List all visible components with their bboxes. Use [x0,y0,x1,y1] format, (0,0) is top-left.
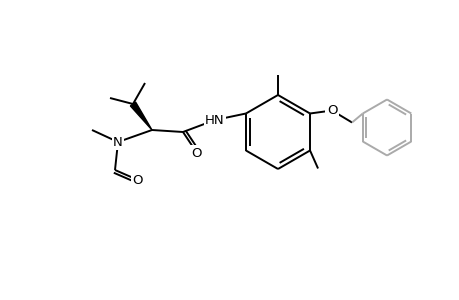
Text: HN: HN [205,113,224,127]
Text: O: O [133,173,143,187]
Polygon shape [130,102,151,130]
Text: O: O [191,146,202,160]
Text: O: O [326,104,336,117]
Text: N: N [113,136,123,148]
